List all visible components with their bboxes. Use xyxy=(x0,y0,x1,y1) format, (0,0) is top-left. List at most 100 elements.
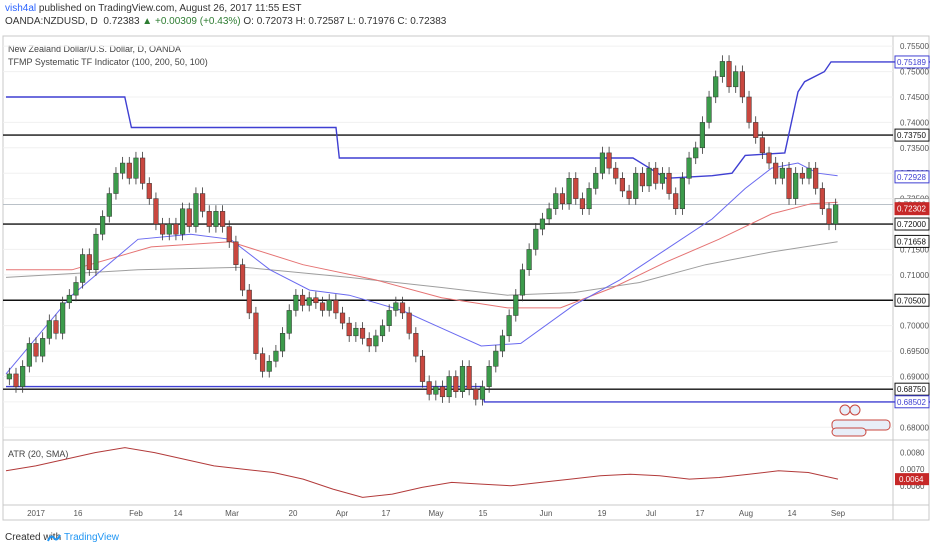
candle-body xyxy=(113,172,119,194)
ma-fast-line xyxy=(5,162,838,375)
candle-body xyxy=(593,172,599,189)
candle-body xyxy=(553,193,559,210)
indicator-lines xyxy=(3,61,930,403)
candle-body xyxy=(826,208,832,225)
published-text: published on TradingView.com, August 26,… xyxy=(38,3,302,14)
candle-body xyxy=(299,294,306,306)
x-tick-label: 19 xyxy=(598,509,607,518)
candle-body xyxy=(459,366,466,392)
price-label-box xyxy=(894,128,930,142)
candle-body xyxy=(519,269,526,296)
price-label-text: 0.70500 xyxy=(897,296,926,305)
candle-body xyxy=(819,188,825,210)
ohlc-line: OANDA:NZDUSD, D 0.72383 ▲ +0.00309 (+0.4… xyxy=(5,16,446,27)
x-tick-label: Apr xyxy=(336,509,349,518)
atr-panel: 0.0060 0.0070 0.0080 0.0064 xyxy=(5,447,929,498)
x-tick-label: Aug xyxy=(739,509,753,518)
candle-body xyxy=(266,360,272,372)
price-label-text: 0.73750 xyxy=(897,131,926,140)
candle-body xyxy=(186,208,192,227)
y-tick-label: 0.71000 xyxy=(900,271,929,280)
candle-body xyxy=(86,254,92,271)
price-label-text: 0.72302 xyxy=(897,205,926,214)
candle-body xyxy=(733,71,739,88)
candle-body xyxy=(786,167,792,199)
candle-body xyxy=(473,388,479,400)
candle-body xyxy=(726,61,732,88)
price-axis: 0.680000.685000.690000.695000.700000.705… xyxy=(894,42,930,432)
created-with-text: Created with xyxy=(5,532,62,543)
x-tick-label: Feb xyxy=(129,509,143,518)
high-value: H: 0.72587 xyxy=(295,16,345,27)
price-label-text: 0.72000 xyxy=(897,220,926,229)
candle-body xyxy=(493,350,499,367)
price-label-text: 0.68502 xyxy=(897,398,926,407)
candle-body xyxy=(193,193,199,227)
close-value: C: 0.72383 xyxy=(397,16,447,27)
tradingview-logo-icon xyxy=(47,532,61,547)
candle-body xyxy=(173,223,179,235)
candle-body xyxy=(419,355,426,382)
chart-title: New Zealand Dollar/U.S. Dollar, D, OANDA xyxy=(8,44,182,54)
atr-last-label: 0.0064 xyxy=(899,475,924,484)
candle-body xyxy=(246,289,252,314)
candle-body xyxy=(393,302,399,311)
candle-body xyxy=(779,167,785,179)
candle-body xyxy=(833,204,839,225)
change-value: +0.00309 (+0.43%) xyxy=(154,16,241,27)
tradingview-brand[interactable]: TradingView xyxy=(64,532,120,543)
candle-body xyxy=(339,312,346,324)
candle-body xyxy=(100,216,106,235)
candle-body xyxy=(453,376,459,392)
candle-body xyxy=(40,338,46,357)
candle-body xyxy=(659,172,665,184)
x-tick-label: 17 xyxy=(382,509,391,518)
candle-body xyxy=(573,178,579,199)
y-tick-label: 0.74500 xyxy=(900,93,929,102)
candle-body xyxy=(253,312,259,354)
candle-body xyxy=(499,335,506,352)
candle-body xyxy=(313,297,319,304)
candle-body xyxy=(46,320,52,339)
candle-body xyxy=(646,167,652,187)
candle-body xyxy=(693,147,699,159)
price-label-text: 0.68750 xyxy=(897,385,926,394)
x-tick-label: 17 xyxy=(696,509,705,518)
candle-body xyxy=(6,373,12,380)
x-tick-label: Sep xyxy=(831,509,846,518)
candle-body xyxy=(599,152,606,174)
candle-body xyxy=(200,193,206,212)
candle-body xyxy=(533,228,539,250)
candle-body xyxy=(60,302,66,334)
candle-body xyxy=(140,157,146,184)
candle-body xyxy=(619,178,626,192)
x-tick-label: 15 xyxy=(479,509,488,518)
price-label-text: 0.75189 xyxy=(897,58,926,67)
candles-layer xyxy=(6,55,839,406)
y-tick-label: 0.69500 xyxy=(900,347,929,356)
candle-body xyxy=(160,223,166,235)
y-tick-label: 0.69000 xyxy=(900,372,929,381)
candle-body xyxy=(106,193,112,217)
candle-body xyxy=(306,297,312,306)
candle-body xyxy=(766,152,772,164)
candle-body xyxy=(80,254,86,283)
candle-body xyxy=(93,233,99,271)
author-link[interactable]: vish4al xyxy=(5,3,37,14)
candle-body xyxy=(353,327,359,337)
atr-last-box xyxy=(895,473,929,486)
price-label-text: 0.71658 xyxy=(897,237,926,246)
candle-body xyxy=(719,61,725,77)
candle-body xyxy=(406,312,412,334)
candle-body xyxy=(133,157,139,179)
candle-body xyxy=(799,172,805,179)
x-tick-label: Mar xyxy=(225,509,239,518)
candle-body xyxy=(706,96,712,123)
atr-tick-label: 0.0070 xyxy=(900,465,925,474)
candle-body xyxy=(53,320,59,334)
candle-body xyxy=(759,137,765,154)
y-tick-label: 0.75000 xyxy=(900,68,929,77)
x-tick-label: 20 xyxy=(289,509,298,518)
candle-body xyxy=(679,178,685,210)
